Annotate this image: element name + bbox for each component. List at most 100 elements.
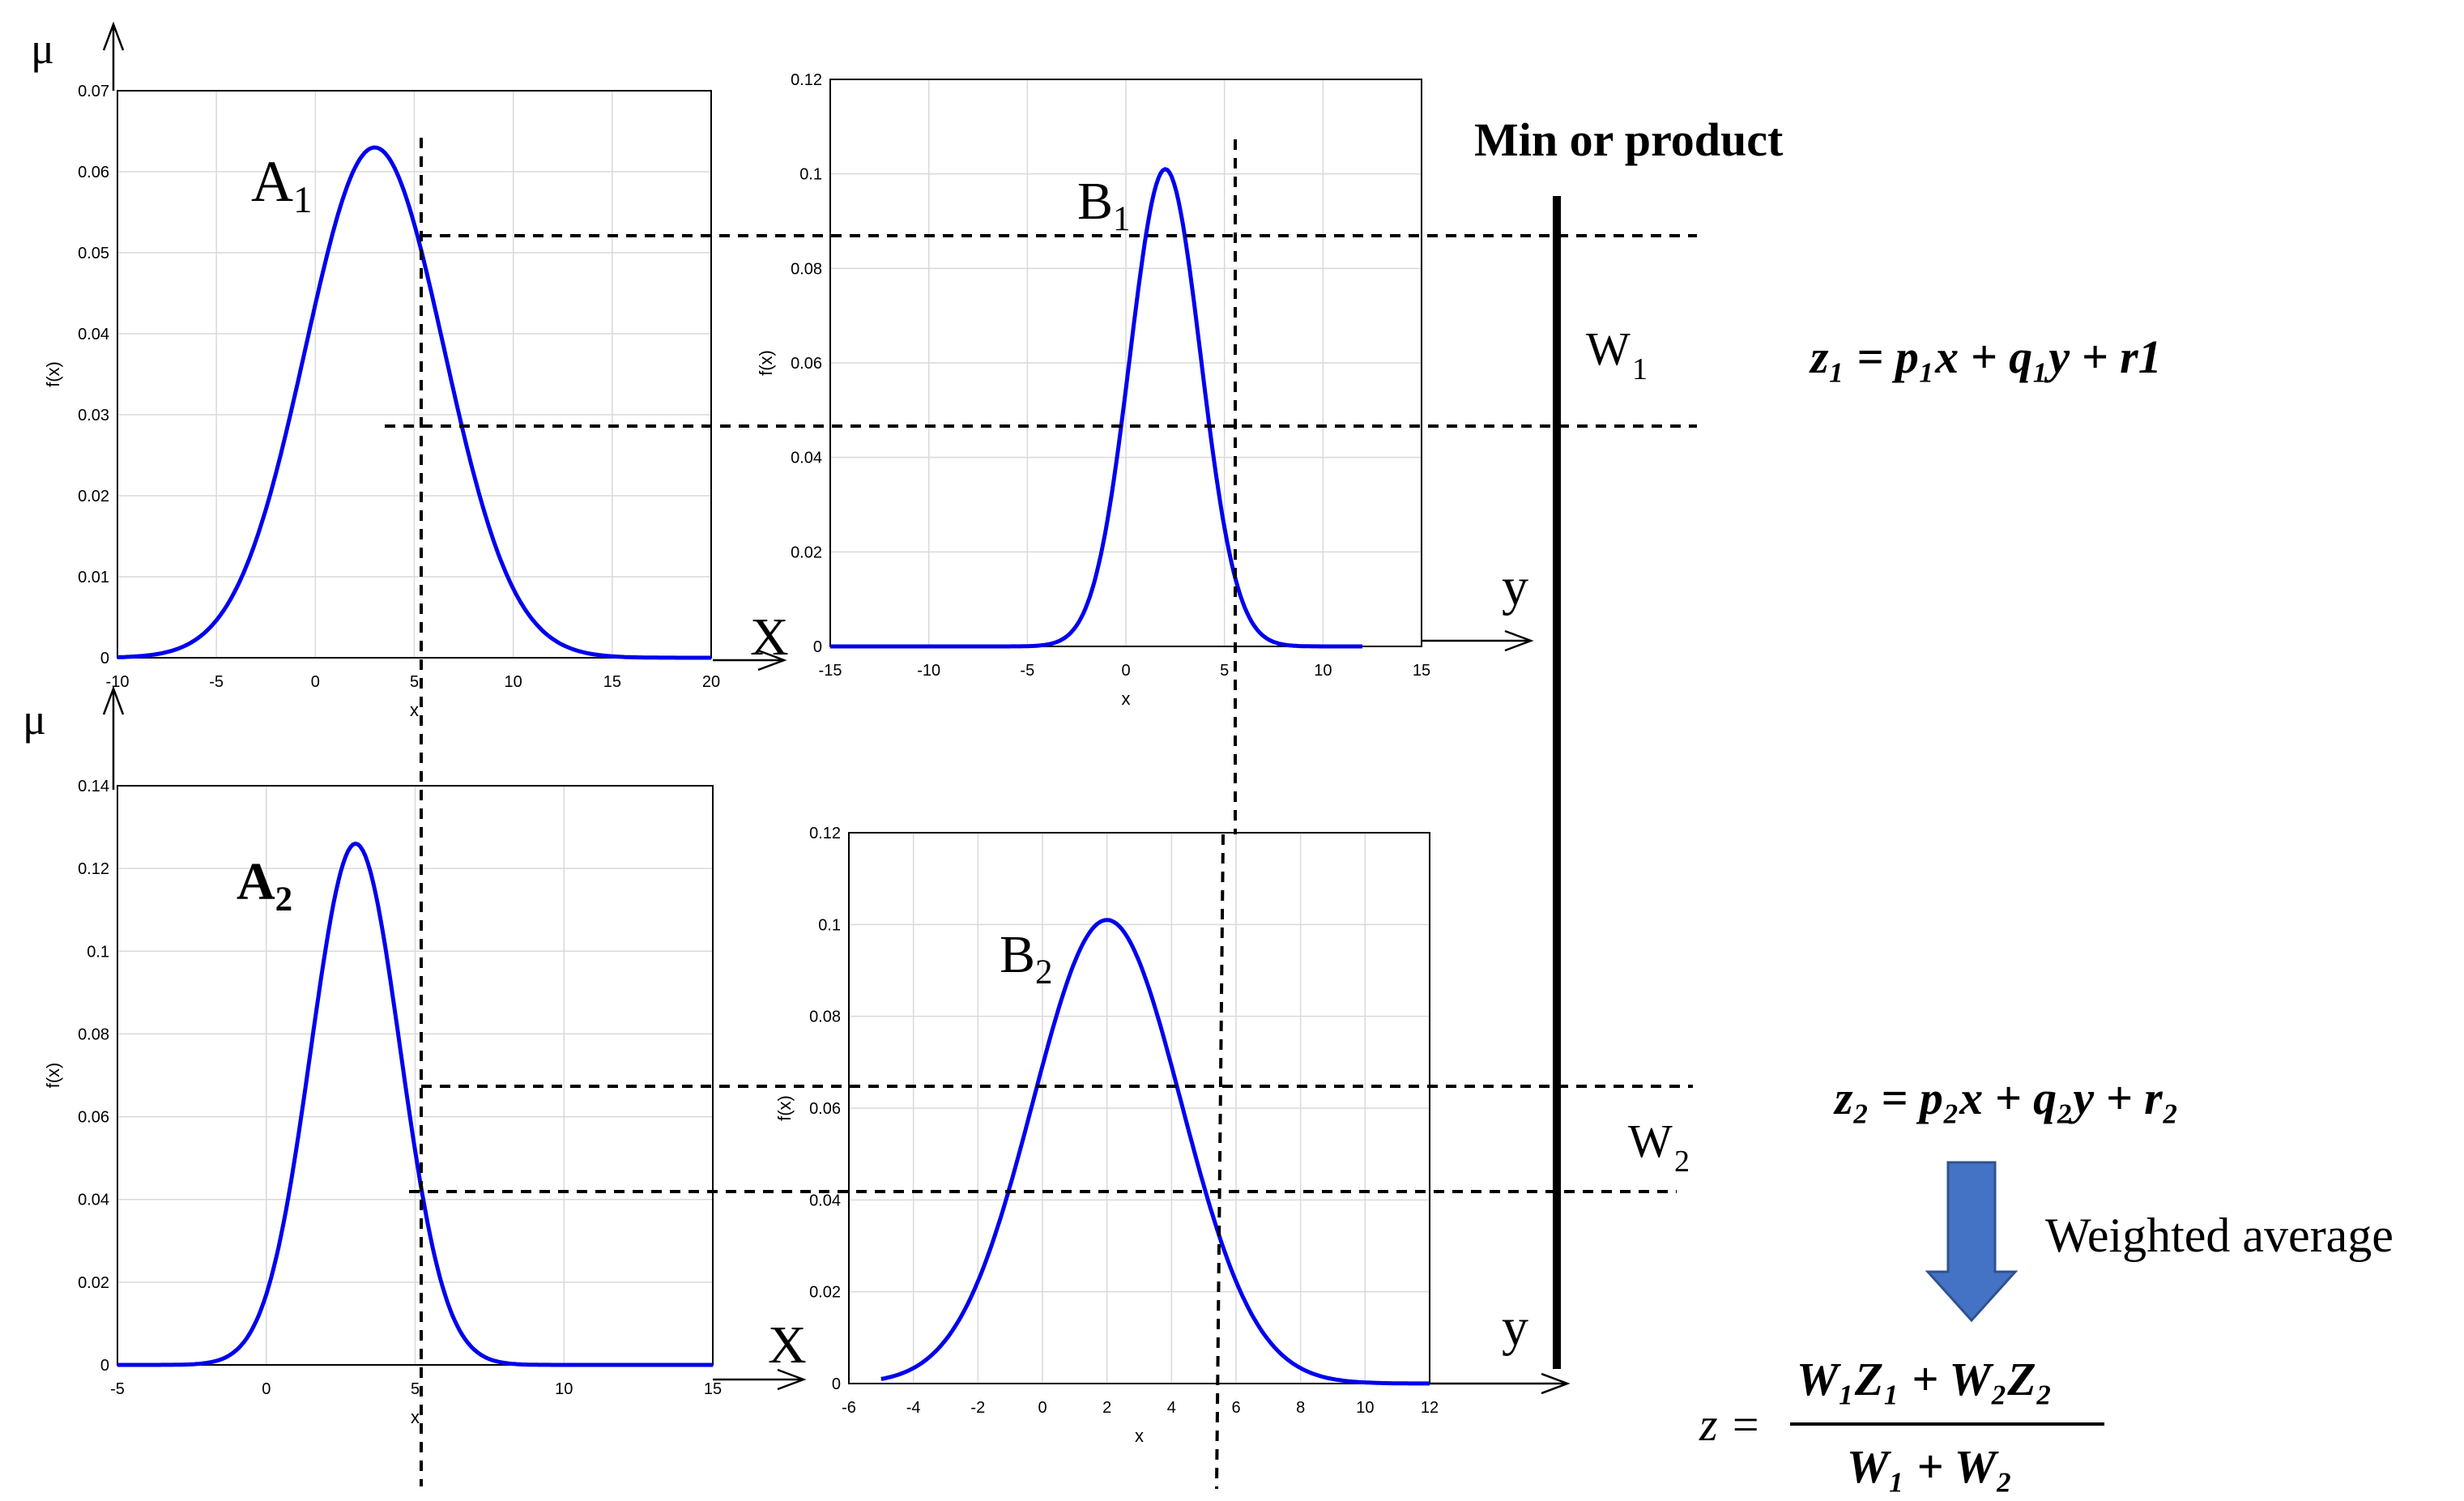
- plot-grid: [848, 832, 1430, 1384]
- guide-lines: [385, 138, 1697, 1490]
- y-tick-label: 0.02: [78, 488, 109, 505]
- y-axis-title: f(x): [774, 1095, 795, 1121]
- x-tick-label: 10: [1356, 1399, 1374, 1417]
- x-tick-label: -2: [970, 1399, 985, 1417]
- y-axis-arrow-top: y: [1422, 557, 1534, 652]
- y-tick-label: 0: [100, 650, 109, 667]
- y-tick-label: 0.1: [87, 943, 109, 961]
- x-tick-label: 0: [1038, 1399, 1047, 1417]
- weight-w2-letter: W: [1628, 1115, 1673, 1167]
- y-tick-label: 0.06: [791, 355, 822, 373]
- y-tick-label: 0.04: [78, 326, 109, 343]
- y-tick-label: 0.01: [78, 569, 109, 586]
- y-tick-label: 0.06: [78, 1109, 109, 1127]
- final-equation-numerator: W₁Z₁ + W₂Z₂: [1797, 1353, 2053, 1405]
- membership-plots: -10 -5 0 5 10 15 2000.010.020.030.040.050.060.…: [43, 71, 1439, 1446]
- y-tick-label: 0.12: [791, 71, 822, 89]
- x-tick-label: 6: [1231, 1399, 1240, 1417]
- x-tick-label: -4: [906, 1399, 921, 1417]
- mu-label-top: μ: [31, 24, 54, 73]
- final-equation-denominator: W₁ + W₂: [1847, 1440, 2013, 1493]
- curve-label-a1: A1: [251, 149, 313, 221]
- y-tick-label: 0.1: [799, 166, 822, 184]
- x-tick-label: 4: [1167, 1399, 1176, 1417]
- x-tick-label: 15: [704, 1380, 722, 1398]
- equation-z2: z₂ = p₂x + q₂y + r₂: [1833, 1072, 2179, 1124]
- y-tick-label: 0.07: [78, 83, 109, 100]
- plot-a1: -10 -5 0 5 10 15 20 0 0.01 0.02 0.03 0.04 0.05 0.06 0.…: [43, 83, 720, 720]
- y-tick-label: 0.04: [78, 1192, 109, 1209]
- x-tick-label: 5: [411, 1380, 420, 1398]
- weight-w2-sub: 2: [1674, 1145, 1690, 1179]
- y-tick-label: 0.08: [791, 260, 822, 278]
- x-tick-label: 0: [311, 673, 320, 691]
- y-axis-label-bottom: y: [1502, 1298, 1528, 1357]
- x-axis-title: x: [1135, 1426, 1144, 1446]
- plot-grid: [829, 79, 1422, 647]
- x-axis-label-bottom: X: [768, 1316, 807, 1375]
- x-axis-title: x: [411, 1407, 420, 1427]
- x-tick-label: 8: [1296, 1399, 1305, 1417]
- y-tick-label: 0: [832, 1375, 841, 1393]
- x-axis-arrow-bottom: X: [713, 1316, 807, 1391]
- final-equation: z = W₁Z₁ + W₂Z₂ W₁ + W₂: [1699, 1353, 2104, 1493]
- weight-label-2: W 2: [1628, 1115, 1690, 1179]
- plot-grid: [117, 785, 714, 1366]
- plot-b1: -15 -10 -5 0 5 10 15 0 0.02 0.04 0.06 0.08 0.1 0.12 x f…: [756, 71, 1430, 709]
- plot-a2: -5 0 5 10 1500.020.040.060.080.10.120.14xf(x…: [43, 778, 722, 1427]
- y-axis-title: f(x): [43, 361, 63, 387]
- x-tick-label: 10: [1314, 662, 1332, 680]
- plot-frame: [117, 90, 712, 659]
- membership-curve-b2: [880, 918, 1430, 1386]
- membership-curve-a1: [117, 145, 711, 660]
- x-tick-label: 15: [1413, 662, 1430, 680]
- x-tick-label: -6: [842, 1399, 856, 1417]
- x-axis-title: x: [1122, 689, 1131, 709]
- x-tick-label: 10: [505, 673, 522, 691]
- y-tick-label: 0.12: [78, 860, 109, 878]
- x-tick-label: 20: [702, 673, 720, 691]
- y-tick-label: 0.02: [791, 544, 822, 561]
- vertical-guide-y-bottom: [1215, 834, 1225, 1490]
- x-tick-label: -5: [209, 673, 224, 691]
- curve-label-b1: B1: [1077, 172, 1131, 238]
- membership-curve-a2: [117, 841, 713, 1367]
- curve-label-a2: A2: [237, 852, 292, 919]
- x-axis-title: x: [410, 700, 419, 720]
- mu-label-bottom: μ: [23, 695, 46, 744]
- x-tick-label: -10: [106, 673, 130, 691]
- x-tick-label: -10: [917, 662, 940, 680]
- y-tick-label: 0.1: [818, 916, 841, 934]
- y-tick-label: 0.04: [791, 450, 822, 467]
- x-tick-label: -15: [819, 662, 842, 680]
- weighted-average-label: Weighted average: [2045, 1209, 2394, 1262]
- weight-w1-letter: W: [1586, 322, 1631, 375]
- x-tick-label: 10: [555, 1380, 573, 1398]
- y-tick-label: 0.12: [809, 825, 841, 842]
- x-tick-label: 0: [262, 1380, 271, 1398]
- x-tick-label: 0: [1121, 662, 1130, 680]
- x-tick-label: -5: [1020, 662, 1034, 680]
- x-tick-label: 12: [1421, 1399, 1439, 1417]
- y-tick-label: 0.02: [809, 1284, 841, 1302]
- plot-grid: [117, 90, 712, 659]
- y-tick-label: 0.05: [78, 245, 109, 262]
- y-tick-label: 0: [100, 1357, 109, 1375]
- plot-frame: [117, 785, 714, 1366]
- x-axis-arrow-top: X: [713, 608, 789, 672]
- y-axis-arrow-bottom: y: [1430, 1298, 1571, 1395]
- y-tick-label: 0.08: [809, 1008, 841, 1026]
- y-tick-label: 0.06: [809, 1100, 841, 1118]
- weighted-average-arrow-icon: [1925, 1161, 2019, 1323]
- mu-axis-top: μ: [31, 21, 125, 91]
- curve-label-b2: B2: [1000, 925, 1053, 991]
- x-tick-label: 5: [410, 673, 419, 691]
- weight-w1-sub: 1: [1632, 352, 1648, 386]
- y-tick-label: 0.04: [809, 1192, 841, 1209]
- y-tick-label: 0.14: [78, 778, 109, 795]
- min-or-product-label: Min or product: [1474, 113, 1784, 166]
- x-tick-label: -5: [110, 1380, 125, 1398]
- y-tick-label: 0.03: [78, 407, 109, 424]
